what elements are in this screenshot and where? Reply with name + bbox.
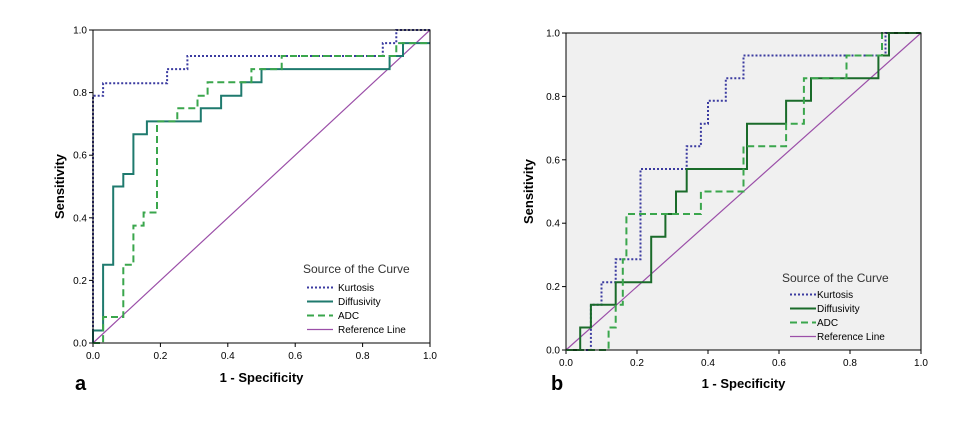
series-line-adc — [93, 42, 430, 344]
x-tick-label: 0.6 — [772, 358, 786, 369]
x-tick-label: 0.8 — [843, 358, 857, 369]
x-tick-label: 0.0 — [86, 351, 100, 362]
plot-frame-a — [92, 29, 431, 344]
roc-chart-a: 0.0 0.2 0.4 0.6 0.8 1.0 0.0 0.2 0.4 0.6 0.8 1.0 1 - … — [52, 26, 437, 396]
x-tick-label: 0.4 — [701, 358, 715, 369]
legend-label: Reference Line — [338, 325, 406, 336]
series-line-reference-line — [92, 29, 431, 344]
legend-label: ADC — [338, 311, 359, 322]
y-tick-label: 0.2 — [546, 282, 560, 293]
series-line-diffusivity — [566, 32, 921, 351]
y-axis-title: Sensitivity — [521, 158, 536, 224]
roc-chart-b: 0.0 0.2 0.4 0.6 0.8 1.0 0.0 0.2 0.4 0.6 0.8 1.0 1 - … — [521, 29, 928, 396]
legend-label: Reference Line — [817, 332, 885, 343]
series-line-diffusivity — [92, 42, 430, 343]
legend-label: Kurtosis — [817, 290, 853, 301]
x-tick-label: 0.8 — [356, 351, 370, 362]
y-tick-label: 0.8 — [546, 92, 560, 103]
series-line-kurtosis — [566, 32, 921, 351]
x-tick-label: 0.0 — [559, 358, 573, 369]
legend-label: ADC — [817, 318, 838, 329]
x-axis-title: 1 - Specificity — [220, 370, 305, 385]
panel-label-a: a — [75, 373, 87, 395]
y-tick-label: 0.0 — [546, 346, 560, 357]
legend-a: Source of the Curve Kurtosis Diffusivity AD… — [303, 262, 410, 336]
y-tick-label: 0.0 — [73, 339, 87, 350]
y-tick-label: 0.8 — [73, 88, 87, 99]
x-tick-label: 0.6 — [288, 351, 302, 362]
x-tick-label: 0.2 — [630, 358, 644, 369]
legend-label: Diffusivity — [338, 297, 381, 308]
y-tick-label: 0.4 — [546, 219, 560, 230]
legend-label: Kurtosis — [338, 283, 374, 294]
series-line-adc — [566, 32, 921, 351]
y-tick-label: 1.0 — [546, 29, 560, 40]
x-tick-label: 0.4 — [221, 351, 235, 362]
y-axis-title: Sensitivity — [52, 153, 67, 219]
y-tick-label: 1.0 — [73, 26, 87, 37]
y-tick-label: 0.6 — [73, 151, 87, 162]
panel-label-b: b — [551, 373, 563, 395]
plot-frame-b — [565, 32, 922, 351]
y-tick-label: 0.2 — [73, 276, 87, 287]
legend-label: Diffusivity — [817, 304, 860, 315]
legend-title: Source of the Curve — [303, 262, 410, 276]
x-tick-label: 0.2 — [153, 351, 167, 362]
x-tick-label: 1.0 — [423, 351, 437, 362]
x-tick-label: 1.0 — [914, 358, 928, 369]
x-axis-title: 1 - Specificity — [702, 376, 787, 391]
legend-title: Source of the Curve — [782, 271, 889, 285]
y-tick-label: 0.4 — [73, 213, 87, 224]
y-tick-label: 0.6 — [546, 155, 560, 166]
legend-b: Source of the Curve Kurtosis Diffusivity AD… — [782, 271, 889, 343]
series-line-kurtosis — [92, 29, 430, 343]
